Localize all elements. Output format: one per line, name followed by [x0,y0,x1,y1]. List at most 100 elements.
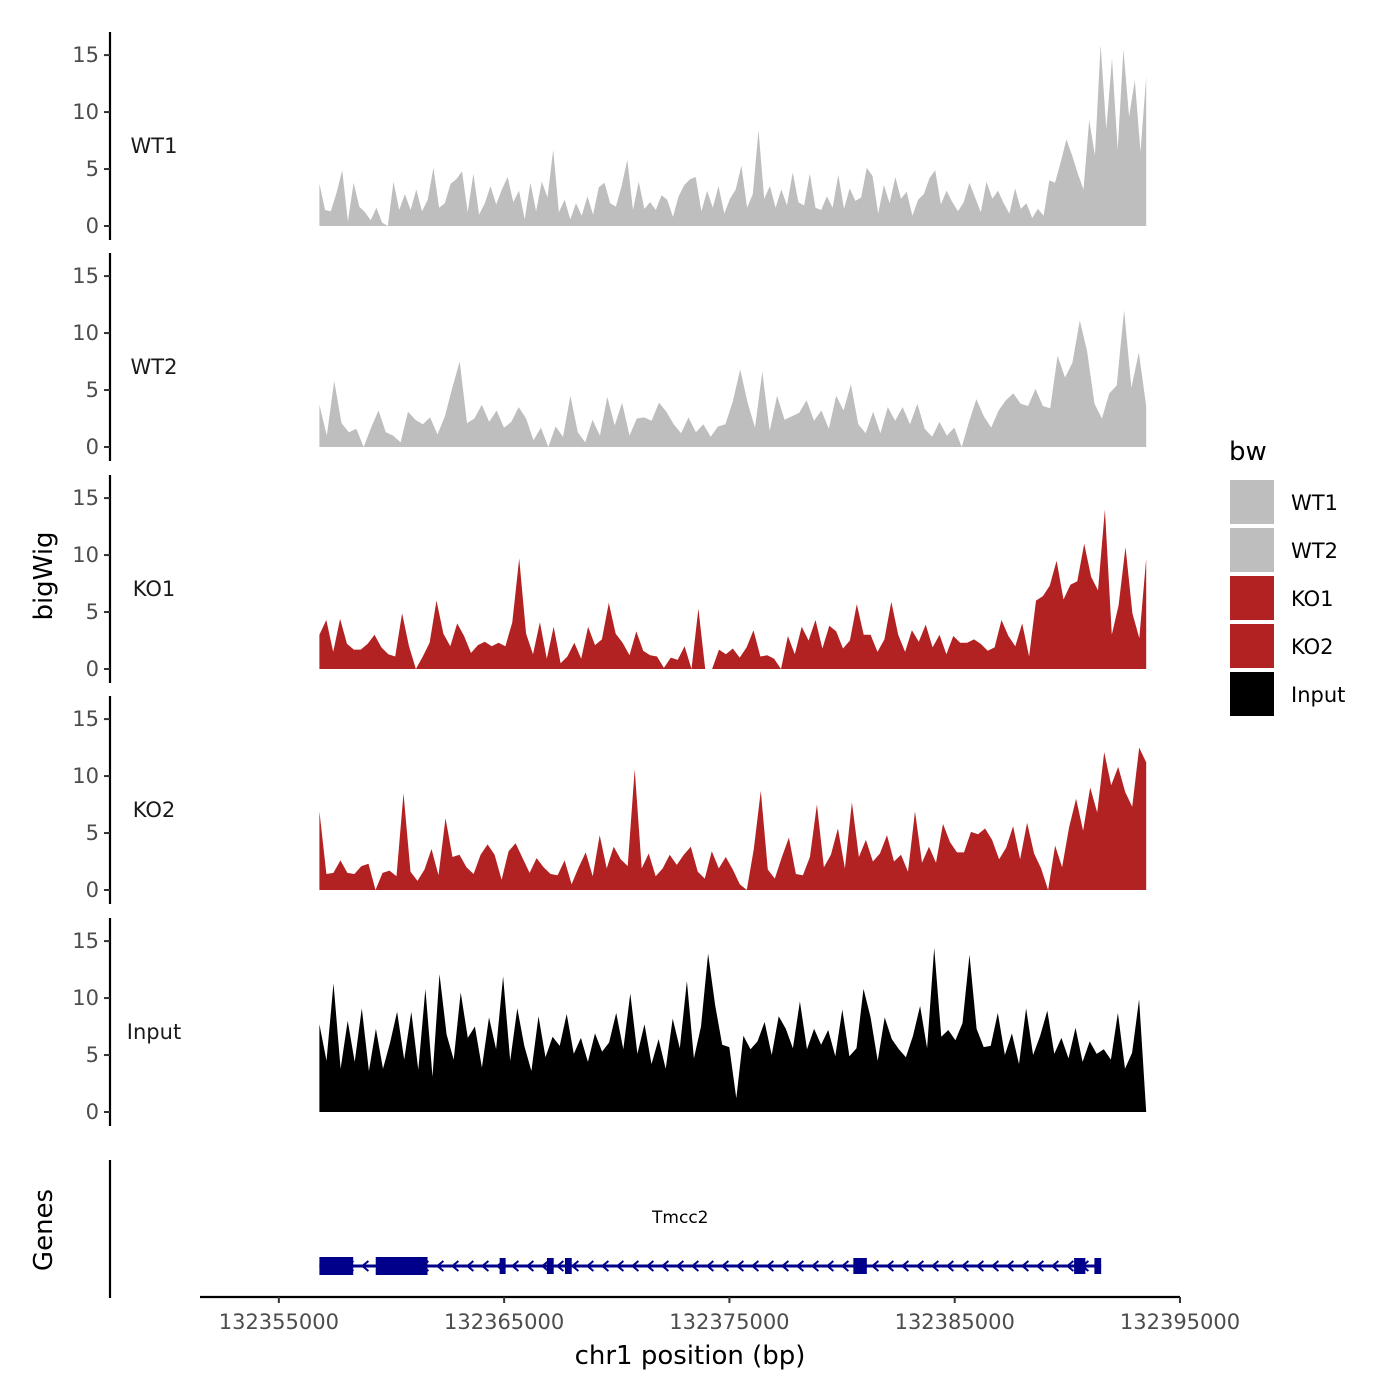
x-tick-label: 132385000 [895,1310,1015,1334]
exon [319,1257,354,1275]
exon [564,1258,572,1274]
panel-wt1: 0 5 10 15 WT1 [72,32,1147,240]
strand-arrow [360,1260,370,1272]
strand-arrow [645,1260,655,1272]
legend-label-input: Input [1291,683,1345,707]
track-label-ko1: KO1 [133,577,176,601]
strand-arrow [720,1260,730,1272]
strand-arrow [690,1260,700,1272]
y-tick-label: 15 [72,43,99,67]
exon [1094,1258,1102,1274]
legend-label-wt1: WT1 [1291,491,1338,515]
legend: bw WT1 WT2 KO1 KO2 Input [1229,437,1345,716]
strand-arrow [975,1260,985,1272]
y-axis-title: bigWig [29,531,59,620]
strand-arrow [435,1260,445,1272]
bigwig-panels: 0 5 10 15 WT1 0 5 10 15 WT2 0 5 10 15 KO1 0 5 10 15 KO2 0 5 10… [72,32,1147,1126]
strand-arrow [630,1260,640,1272]
strand-arrow [1020,1260,1030,1272]
y-tick-label: 15 [72,929,99,953]
area-wt1 [319,44,1147,226]
y-tick-label: 15 [72,707,99,731]
y-tick-label: 5 [86,1043,99,1067]
track-label-wt1: WT1 [131,134,178,158]
track-label-wt2: WT2 [131,355,178,379]
y-tick-label: 0 [86,435,99,459]
strand-arrow [930,1260,940,1272]
strand-arrow [870,1260,880,1272]
exon [405,1257,428,1275]
area-ko1 [319,509,1147,669]
strand-arrow [570,1260,580,1272]
panel-wt2: 0 5 10 15 WT2 [72,253,1147,461]
legend-key-wt1 [1230,480,1274,524]
y-tick-label: 15 [72,264,99,288]
panel-input: 0 5 10 15 Input [72,918,1147,1126]
y-tick-label: 5 [86,600,99,624]
y-tick-label: 5 [86,378,99,402]
strand-arrow [885,1260,895,1272]
strand-arrow [915,1260,925,1272]
strand-arrow [615,1260,625,1272]
y-tick-label: 0 [86,214,99,238]
y-tick-label: 15 [72,486,99,510]
x-axis-title: chr1 position (bp) [575,1341,806,1371]
legend-key-ko1 [1230,576,1274,620]
strand-arrow [585,1260,595,1272]
x-tick-label: 132375000 [669,1310,789,1334]
strand-arrow [765,1260,775,1272]
strand-arrow [960,1260,970,1272]
y-tick-label: 5 [86,157,99,181]
legend-key-wt2 [1230,528,1274,572]
y-tick-label: 0 [86,878,99,902]
y-tick-label: 10 [72,100,99,124]
legend-label-ko1: KO1 [1291,587,1334,611]
strand-arrow [945,1260,955,1272]
strand-arrow [750,1260,760,1272]
legend-label-wt2: WT2 [1291,539,1338,563]
strand-arrow [825,1260,835,1272]
panel-ko2: 0 5 10 15 KO2 [72,696,1147,904]
y-tick-label: 10 [72,321,99,345]
track-label-ko2: KO2 [133,798,176,822]
exon [1074,1258,1086,1274]
strand-arrow [990,1260,1000,1272]
x-tick-label: 132395000 [1120,1310,1240,1334]
genes-panel-title: Genes [29,1189,59,1271]
strand-arrow [795,1260,805,1272]
y-tick-label: 10 [72,543,99,567]
strand-arrow [1050,1260,1060,1272]
exon [375,1257,406,1275]
strand-arrow [480,1260,490,1272]
strand-arrow [1035,1260,1045,1272]
area-input [319,947,1147,1112]
track-label-input: Input [127,1020,181,1044]
strand-arrow [705,1260,715,1272]
strand-arrow [660,1260,670,1272]
legend-title: bw [1229,437,1267,467]
y-tick-label: 10 [72,986,99,1010]
area-ko2 [319,747,1147,890]
strand-arrow [900,1260,910,1272]
strand-arrow [510,1260,520,1272]
strand-arrow [840,1260,850,1272]
y-tick-label: 5 [86,821,99,845]
y-tick-label: 10 [72,764,99,788]
strand-arrow [555,1260,565,1272]
strand-arrow [1065,1260,1075,1272]
strand-arrow [780,1260,790,1272]
exon [546,1258,554,1274]
y-tick-label: 0 [86,1100,99,1124]
exon [499,1258,506,1274]
strand-arrow [465,1260,475,1272]
exon [853,1258,867,1274]
x-axis: 132355000 132365000 132375000 132385000 1323… [200,1295,1240,1334]
strand-arrow [675,1260,685,1272]
y-tick-label: 0 [86,657,99,681]
strand-arrow [810,1260,820,1272]
strand-arrow [525,1260,535,1272]
gene-panel: Tmcc2 [108,1160,1102,1298]
strand-arrow [540,1260,550,1272]
panel-ko1: 0 5 10 15 KO1 [72,475,1147,683]
